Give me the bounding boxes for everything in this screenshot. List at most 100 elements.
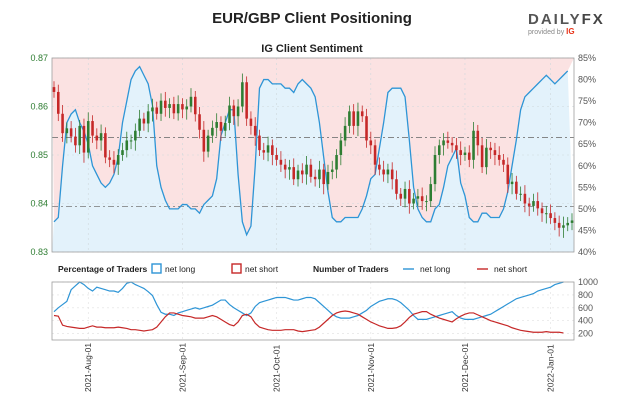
sentiment-tick-label: 85% bbox=[578, 53, 596, 63]
candle-body bbox=[399, 193, 403, 199]
candle-body bbox=[318, 169, 321, 180]
candle bbox=[403, 181, 407, 208]
price-panel: 0.83 0.84 0.85 0.86 0.87 40% 45% 50% 55% 60% 65% 70… bbox=[30, 53, 596, 257]
date-tick-label: 2021-Dec-01 bbox=[460, 343, 470, 392]
candle bbox=[562, 216, 565, 238]
candle-body bbox=[378, 164, 381, 170]
candle-body bbox=[459, 150, 462, 155]
candle-body bbox=[82, 125, 86, 153]
candle bbox=[189, 88, 193, 113]
candle-body bbox=[215, 122, 218, 128]
candle-body bbox=[61, 113, 64, 134]
candle bbox=[232, 99, 236, 125]
candle-body bbox=[356, 111, 360, 126]
candle-body bbox=[288, 167, 291, 170]
num-long-line bbox=[53, 281, 564, 320]
candle-body bbox=[438, 145, 441, 155]
candle-body bbox=[121, 150, 124, 155]
candle-body bbox=[450, 142, 454, 146]
date-tick-label: 2021-Sep-01 bbox=[177, 343, 187, 392]
candle-body bbox=[95, 135, 99, 141]
candle-body bbox=[425, 201, 428, 203]
sentiment-tick-label: 55% bbox=[578, 182, 596, 192]
candle-body bbox=[236, 106, 240, 117]
candle bbox=[155, 101, 159, 120]
candle-body bbox=[198, 114, 201, 130]
candle bbox=[416, 188, 420, 206]
candle bbox=[176, 95, 180, 121]
candle-body bbox=[497, 155, 501, 160]
candle-body bbox=[185, 106, 188, 110]
candle bbox=[305, 155, 308, 185]
candle bbox=[266, 136, 270, 162]
candle bbox=[343, 117, 347, 147]
candle-body bbox=[56, 91, 60, 114]
candle-body bbox=[172, 104, 176, 114]
candle-body bbox=[523, 193, 527, 204]
candle bbox=[489, 141, 492, 159]
candle-body bbox=[463, 152, 467, 155]
candle-body bbox=[65, 128, 69, 134]
candle bbox=[442, 133, 445, 156]
candle bbox=[463, 146, 467, 161]
candle bbox=[433, 146, 437, 192]
candle-body bbox=[467, 152, 471, 160]
candle bbox=[313, 169, 317, 187]
candle-body bbox=[151, 107, 154, 112]
candle bbox=[386, 163, 390, 184]
candle-body bbox=[202, 129, 206, 152]
sentiment-tick-label: 70% bbox=[578, 118, 596, 128]
candle bbox=[228, 96, 231, 131]
sentiment-tick-label: 65% bbox=[578, 139, 596, 149]
candle bbox=[241, 73, 244, 113]
candle bbox=[86, 112, 90, 159]
candle-body bbox=[193, 96, 197, 115]
candle bbox=[151, 98, 154, 122]
candle-body bbox=[271, 145, 274, 155]
candle bbox=[519, 186, 522, 202]
candle bbox=[566, 217, 570, 232]
candle bbox=[288, 159, 291, 180]
candle bbox=[279, 151, 283, 172]
candle-body bbox=[69, 128, 73, 137]
candle-body bbox=[305, 164, 308, 175]
candle bbox=[557, 215, 561, 237]
candle-body bbox=[416, 196, 420, 199]
candle-body bbox=[566, 222, 570, 226]
candle bbox=[515, 175, 518, 200]
candle-body bbox=[510, 181, 514, 185]
candle-body bbox=[352, 111, 355, 126]
candle bbox=[532, 193, 535, 212]
legend-pct-long: net long bbox=[165, 264, 196, 274]
candle-body bbox=[176, 104, 180, 114]
candle bbox=[339, 133, 343, 166]
candle-body bbox=[52, 87, 56, 92]
sentiment-tick-label: 60% bbox=[578, 161, 596, 171]
legend-num-short: net short bbox=[494, 264, 528, 274]
candle bbox=[202, 121, 206, 162]
candle-body bbox=[343, 125, 347, 141]
candle bbox=[159, 93, 163, 122]
candle-body bbox=[429, 184, 433, 202]
candle bbox=[108, 150, 111, 168]
candle bbox=[198, 106, 201, 139]
candle bbox=[472, 122, 475, 169]
candle-body bbox=[129, 140, 133, 142]
candle-body bbox=[262, 150, 266, 153]
candle-body bbox=[138, 118, 141, 131]
candle bbox=[455, 138, 458, 159]
price-frame bbox=[51, 57, 575, 253]
candle-body bbox=[219, 122, 223, 131]
candle bbox=[467, 145, 471, 168]
sentiment-tick-label: 75% bbox=[578, 96, 596, 106]
candle bbox=[553, 212, 557, 231]
candle bbox=[395, 170, 398, 200]
candle-body bbox=[442, 140, 445, 146]
candle bbox=[215, 113, 218, 137]
candle bbox=[142, 112, 146, 131]
candle bbox=[219, 116, 223, 141]
candle-body bbox=[322, 169, 325, 185]
candle bbox=[181, 98, 184, 119]
candle-body bbox=[74, 136, 77, 146]
candle bbox=[493, 142, 497, 166]
